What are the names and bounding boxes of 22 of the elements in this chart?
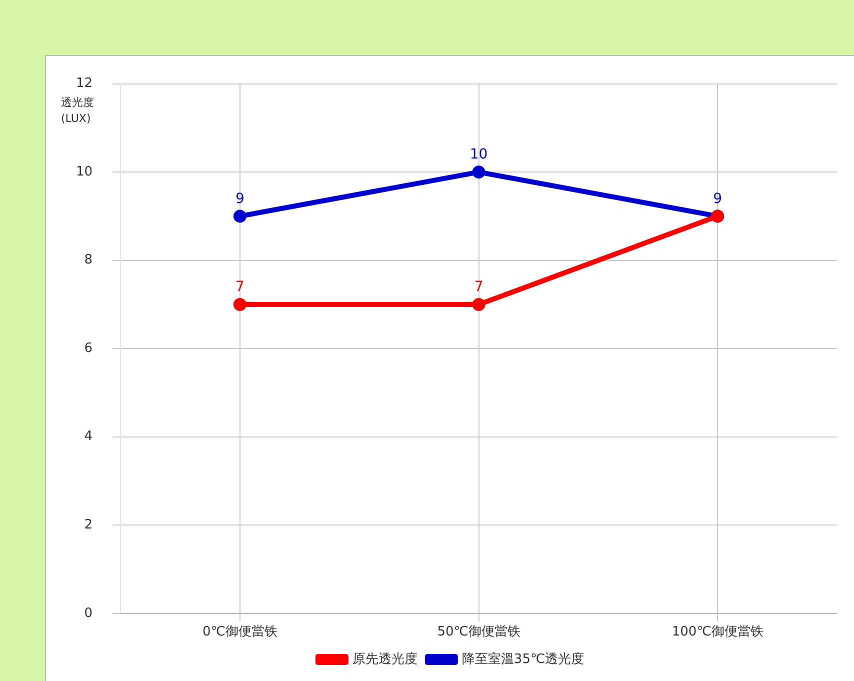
legend-label: 原先透光度	[352, 650, 418, 667]
y-tick-label: 12	[76, 76, 93, 92]
point	[233, 210, 246, 223]
data-label: 10	[470, 146, 488, 163]
point	[233, 298, 246, 311]
y-tick-label: 0	[84, 606, 93, 621]
y-tick-label: 10	[76, 164, 93, 180]
legend-label: 降至室溫35℃透光度	[462, 650, 584, 667]
x-tick-label: 50℃御便當铁	[437, 624, 520, 640]
y-tick-label: 6	[84, 340, 93, 356]
point	[472, 166, 486, 179]
data-label: 9	[235, 190, 244, 207]
y-tick-label: 4	[84, 429, 93, 444]
y-axis-title: 透光度 (LUX)	[61, 96, 94, 126]
y-tick-label: 8	[84, 252, 93, 268]
x-tick-label: 0℃御便當铁	[202, 624, 278, 640]
data-label: 9	[713, 190, 722, 207]
data-label: 7	[235, 279, 244, 296]
y-tick-label: 2	[84, 518, 93, 533]
point	[472, 298, 486, 311]
data-label: 7	[474, 279, 484, 296]
x-tick-label: 100℃御便當铁	[672, 624, 764, 640]
